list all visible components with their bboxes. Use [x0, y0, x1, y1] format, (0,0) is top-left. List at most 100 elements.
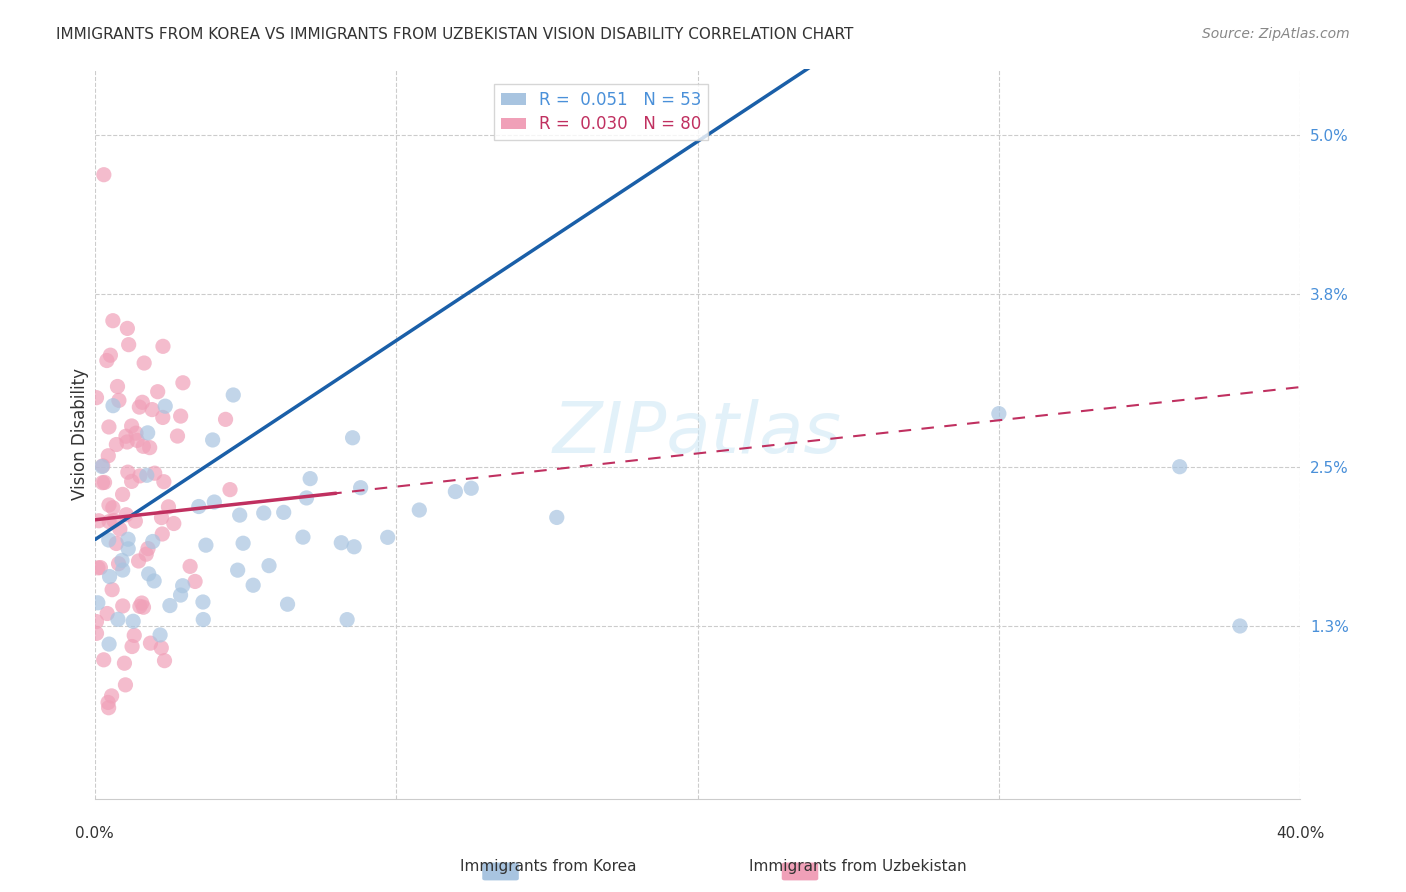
Point [153, 475, 176, 489]
Text: Immigrants from Uzbekistan: Immigrants from Uzbekistan [749, 859, 966, 874]
Point [101, 500, 124, 515]
Point [343, 540, 366, 554]
Point [107, 557, 129, 571]
Point [202, 495, 225, 509]
Point [155, 399, 177, 413]
Point [226, 563, 249, 577]
Point [111, 487, 134, 501]
Point [1168, 459, 1191, 474]
Point [100, 689, 122, 703]
Point [219, 483, 242, 497]
Point [86, 626, 108, 640]
Point [336, 613, 359, 627]
Point [115, 508, 138, 522]
Point [103, 514, 125, 528]
Point [111, 563, 134, 577]
Point [149, 628, 172, 642]
Point [1229, 619, 1251, 633]
Point [93, 168, 115, 182]
Point [128, 554, 150, 568]
Point [193, 613, 215, 627]
Point [169, 409, 191, 423]
Point [253, 506, 276, 520]
Point [132, 600, 155, 615]
Point [97, 695, 120, 709]
Point [115, 429, 138, 443]
Point [121, 419, 143, 434]
Point [163, 516, 186, 531]
Point [114, 657, 136, 671]
Y-axis label: Vision Disability: Vision Disability [72, 368, 89, 500]
Text: ZIPatlas: ZIPatlas [553, 399, 842, 468]
Point [107, 379, 129, 393]
Point [295, 491, 318, 505]
Point [131, 596, 153, 610]
Text: 40.0%: 40.0% [1277, 826, 1324, 841]
Point [134, 356, 156, 370]
Point [111, 599, 134, 613]
Point [138, 566, 160, 581]
Point [93, 475, 115, 490]
Point [444, 484, 467, 499]
Point [152, 339, 174, 353]
Point [117, 321, 139, 335]
Point [153, 654, 176, 668]
Point [97, 533, 120, 547]
Point [87, 514, 110, 528]
Point [132, 439, 155, 453]
Point [169, 588, 191, 602]
Point [122, 628, 145, 642]
Point [172, 376, 194, 390]
Point [114, 678, 136, 692]
Point [138, 441, 160, 455]
Point [987, 407, 1010, 421]
Point [96, 607, 118, 621]
Point [128, 400, 150, 414]
Point [100, 348, 122, 362]
Point [96, 353, 118, 368]
Point [150, 510, 173, 524]
Point [91, 458, 114, 473]
Point [460, 481, 482, 495]
Point [349, 481, 371, 495]
Point [150, 640, 173, 655]
Point [117, 541, 139, 556]
Point [122, 615, 145, 629]
Text: Source: ZipAtlas.com: Source: ZipAtlas.com [1202, 27, 1350, 41]
Point [150, 527, 173, 541]
Point [201, 433, 224, 447]
Point [117, 533, 139, 547]
Point [86, 391, 108, 405]
Point [91, 459, 114, 474]
Point [342, 431, 364, 445]
Point [135, 468, 157, 483]
Point [97, 449, 120, 463]
Point [191, 595, 214, 609]
Point [98, 569, 121, 583]
Point [117, 465, 139, 479]
Point [139, 636, 162, 650]
Point [105, 437, 128, 451]
Point [128, 468, 150, 483]
Point [228, 508, 250, 522]
Point [136, 541, 159, 556]
Point [89, 560, 111, 574]
Point [166, 429, 188, 443]
Point [143, 574, 166, 588]
Point [124, 514, 146, 528]
Point [377, 530, 399, 544]
Point [98, 515, 121, 529]
Point [159, 599, 181, 613]
Point [107, 612, 129, 626]
Legend: R =  0.051   N = 53, R =  0.030   N = 80: R = 0.051 N = 53, R = 0.030 N = 80 [494, 84, 709, 140]
Point [291, 530, 314, 544]
Point [97, 498, 120, 512]
Point [273, 505, 295, 519]
Point [242, 578, 264, 592]
Point [127, 434, 149, 448]
Point [136, 425, 159, 440]
Point [172, 579, 194, 593]
Point [108, 522, 131, 536]
Point [101, 582, 124, 597]
Text: Immigrants from Korea: Immigrants from Korea [460, 859, 637, 874]
